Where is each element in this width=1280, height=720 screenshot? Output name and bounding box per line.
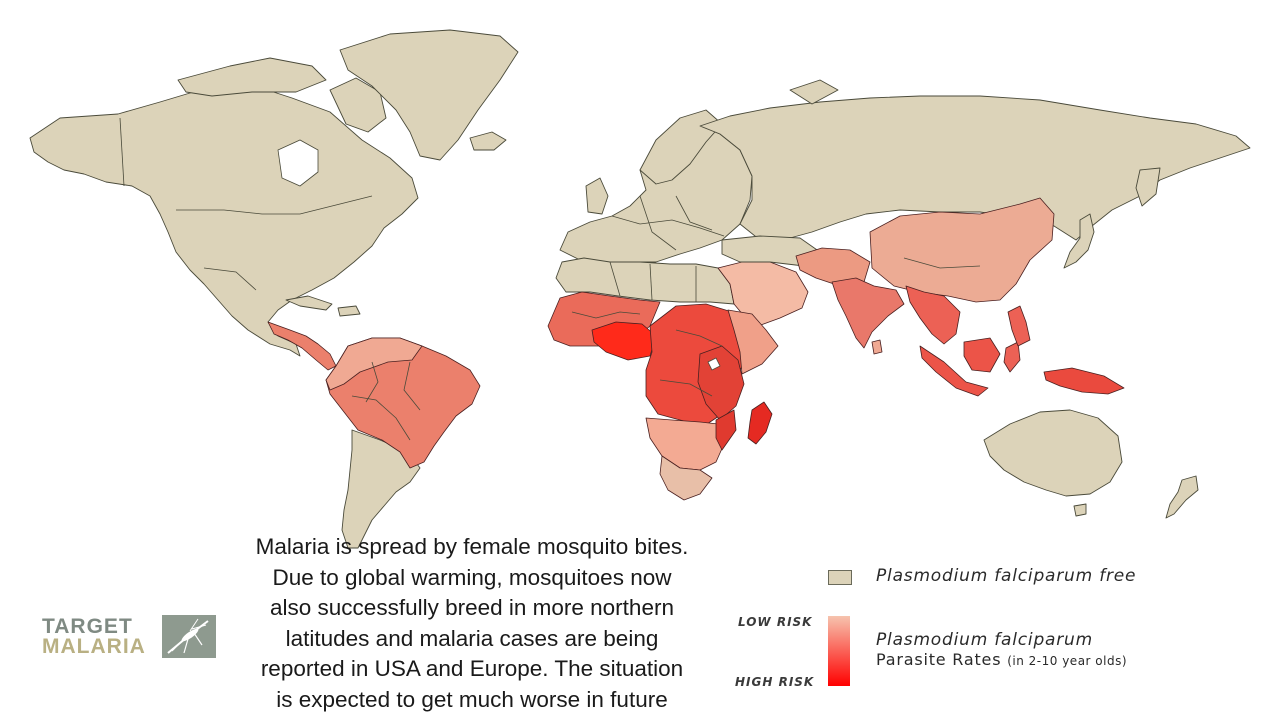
- india: [831, 277, 905, 349]
- legend-risk-ramp: [828, 616, 850, 686]
- arctic-islands: [177, 57, 327, 97]
- australia: [983, 409, 1123, 497]
- caption-line: Due to global warming, mosquitoes now: [272, 564, 672, 590]
- british-isles: [585, 177, 609, 215]
- baffin-island: [329, 77, 387, 133]
- legend-swatch-free: [828, 570, 852, 585]
- indonesia-west: [919, 345, 989, 397]
- caption-line: is expected to get much worse in future: [276, 686, 668, 712]
- scandinavia: [639, 109, 723, 185]
- legend-rates-sub: (in 2-10 year olds): [1007, 654, 1128, 668]
- mozambique: [715, 409, 737, 451]
- horn-of-africa: [727, 309, 779, 375]
- south-america-north-band: [325, 337, 423, 391]
- new-guinea: [1043, 367, 1125, 395]
- caption-line: reported in USA and Europe. The situatio…: [260, 656, 684, 681]
- sulawesi: [1003, 341, 1021, 373]
- caption-line: latitudes and malaria cases are being: [285, 625, 659, 651]
- japan: [1063, 213, 1095, 269]
- cuba: [285, 295, 333, 311]
- southern-africa-south: [659, 455, 713, 501]
- borneo: [963, 337, 1001, 373]
- mosquito-icon: [162, 615, 216, 658]
- hudson-bay: [277, 139, 319, 187]
- legend-rates-text: Parasite Rates: [876, 650, 1002, 669]
- southeast-asia: [905, 285, 961, 345]
- caption-text: Malaria is spread by female mosquito bit…: [212, 532, 732, 715]
- greenland: [339, 29, 519, 161]
- kamchatka: [1135, 167, 1161, 207]
- central-america: [267, 321, 337, 371]
- lake-victoria: [707, 357, 721, 371]
- new-zealand: [1165, 475, 1199, 519]
- logo-line-target: TARGET: [42, 615, 133, 638]
- sri-lanka: [871, 339, 883, 355]
- legend-rates-label: Parasite Rates (in 2-10 year olds): [876, 650, 1127, 669]
- target-malaria-logo: TARGET MALARIA: [40, 614, 220, 660]
- madagascar: [747, 401, 773, 445]
- caption-line: also successfully breed in more northern: [270, 595, 674, 620]
- legend-low-risk: LOW RISK: [738, 615, 813, 629]
- hispaniola: [337, 305, 361, 317]
- china: [869, 197, 1055, 303]
- legend-free-label: Plasmodium falciparum free: [876, 566, 1137, 586]
- southern-africa-north: [645, 417, 725, 471]
- novaya-zemlya: [789, 79, 839, 105]
- legend-high-risk: HIGH RISK: [735, 675, 815, 689]
- iceland: [469, 131, 507, 151]
- nigeria-belt: [591, 321, 657, 361]
- tasmania: [1073, 503, 1087, 517]
- caption-line: Malaria is spread by female mosquito bit…: [255, 534, 689, 559]
- philippines: [1007, 305, 1031, 347]
- legend-species-label: Plasmodium falciparum: [876, 630, 1093, 650]
- logo-line-malaria: MALARIA: [42, 635, 146, 658]
